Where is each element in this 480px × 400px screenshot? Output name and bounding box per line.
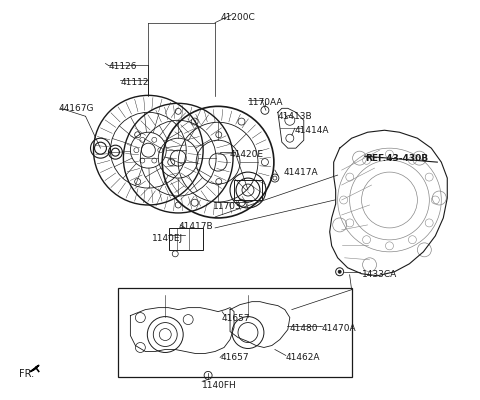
Text: 11703: 11703 xyxy=(213,202,242,211)
Text: 41417A: 41417A xyxy=(284,168,318,177)
Text: 1433CA: 1433CA xyxy=(361,270,397,279)
Text: 41462A: 41462A xyxy=(286,354,320,362)
Text: 41470A: 41470A xyxy=(322,324,356,332)
Text: FR.: FR. xyxy=(19,370,34,380)
Bar xyxy=(234,180,262,200)
Text: 41112: 41112 xyxy=(120,78,149,88)
Text: 41414A: 41414A xyxy=(295,126,329,135)
Text: 41126: 41126 xyxy=(108,62,137,72)
Text: 41417B: 41417B xyxy=(178,222,213,231)
Text: 41657: 41657 xyxy=(222,314,251,323)
Text: 41420E: 41420E xyxy=(230,150,264,159)
Circle shape xyxy=(338,270,341,273)
Text: 44167G: 44167G xyxy=(59,104,94,113)
Text: 1170AA: 1170AA xyxy=(248,98,284,107)
Text: 41480: 41480 xyxy=(290,324,318,332)
Text: 1140EJ: 1140EJ xyxy=(152,234,183,243)
Text: 41413B: 41413B xyxy=(278,112,312,121)
Bar xyxy=(169,228,203,250)
Text: 41657: 41657 xyxy=(220,354,249,362)
Text: REF.43-430B: REF.43-430B xyxy=(366,154,429,163)
Text: 1140FH: 1140FH xyxy=(202,381,237,390)
Text: 41200C: 41200C xyxy=(220,13,255,22)
Bar xyxy=(119,288,352,377)
Polygon shape xyxy=(31,366,39,372)
